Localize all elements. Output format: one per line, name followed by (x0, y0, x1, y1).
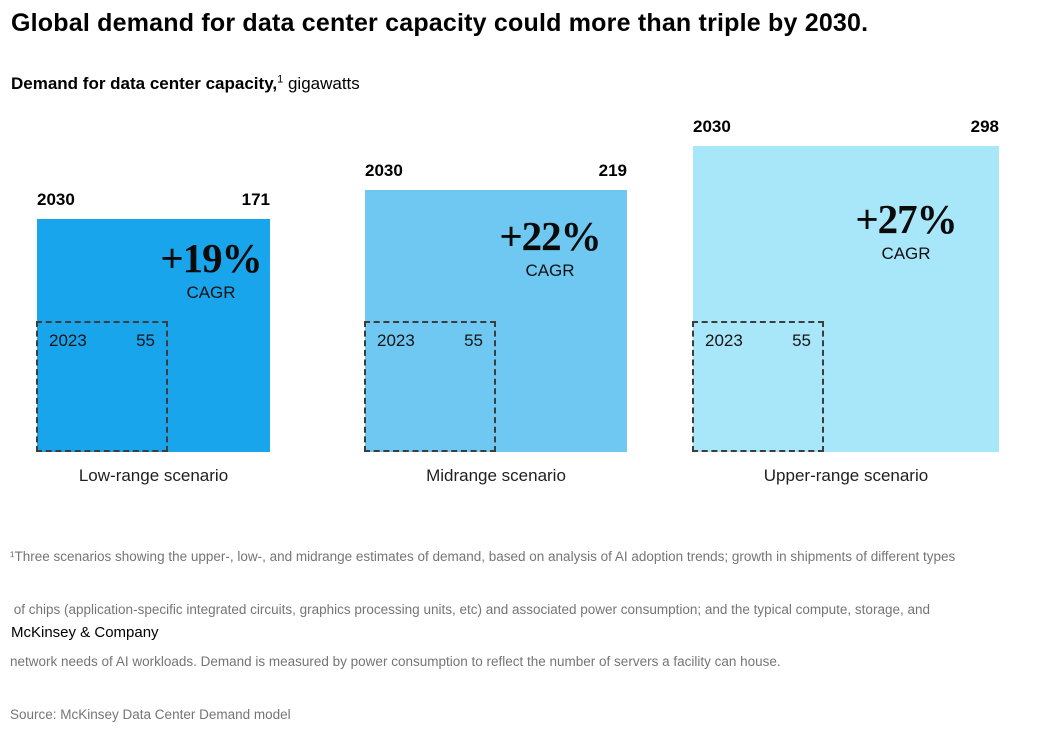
panel1-cagr-label: CAGR (186, 283, 236, 302)
panel3-cagr: +27% CAGR (855, 196, 957, 264)
panel3-2023-square: 2023 55 (692, 321, 824, 452)
panel1-scenario-label: Low-range scenario (78, 466, 229, 485)
footnote-line: network needs of AI workloads. Demand is… (10, 654, 781, 669)
footnote-marker: 1 (277, 73, 284, 86)
panel3-inner-labels: 2023 55 (694, 323, 822, 351)
mckinsey-logo-text: McKinsey & Company (11, 624, 159, 641)
panel1-top-labels: 2030 171 (37, 190, 270, 210)
panel3-year-2030: 2030 (693, 117, 731, 136)
panel3-scenario-label: Upper-range scenario (763, 466, 929, 485)
panel3-year-2023: 2023 (705, 331, 743, 350)
panel2-top-labels: 2030 219 (365, 161, 627, 181)
panel2-year-2030: 2030 (365, 161, 403, 180)
footnote-line: ¹Three scenarios showing the upper-, low… (10, 549, 956, 564)
panel2-value-2023: 55 (464, 331, 483, 350)
footnote-line: of chips (application-specific integrate… (10, 601, 930, 617)
panel3-top-labels: 2030 298 (693, 117, 999, 137)
panel1-value-2023: 55 (136, 331, 155, 350)
panel1-2030-square (37, 219, 270, 452)
panel1-cagr-rate: +19% (160, 235, 262, 281)
panel3-cagr-label: CAGR (881, 244, 931, 263)
chart-subtitle-unit: gigawatts (283, 74, 360, 93)
chart-subtitle-bold: Demand for data center capacity, (11, 74, 278, 93)
source-line: Source: McKinsey Data Center Demand mode… (10, 706, 291, 722)
panel2-year-2023: 2023 (377, 331, 415, 350)
panel2-value-2030: 219 (598, 161, 627, 180)
panel2-cagr-rate: +22% (499, 213, 601, 259)
panel3-2030-square (693, 146, 999, 452)
panel2-2023-square: 2023 55 (364, 321, 496, 452)
panel1-value-2030: 171 (241, 190, 270, 209)
panel1-year-2023: 2023 (49, 331, 87, 350)
panel3-value-2023: 55 (792, 331, 811, 350)
panel2-cagr: +22% CAGR (499, 213, 601, 281)
page-title: Global demand for data center capacity c… (11, 9, 869, 37)
panel3-cagr-rate: +27% (855, 196, 957, 242)
panel1-cagr: +19% CAGR (160, 235, 262, 303)
panel1-inner-labels: 2023 55 (38, 323, 166, 351)
panel2-cagr-label: CAGR (525, 261, 575, 280)
chart-subtitle: Demand for data center capacity,1 gigawa… (11, 74, 360, 94)
panel2-inner-labels: 2023 55 (366, 323, 494, 351)
panel3-value-2030: 298 (970, 117, 999, 136)
panel1-2023-square: 2023 55 (36, 321, 168, 452)
panel1-year-2030: 2030 (37, 190, 75, 209)
panel2-scenario-label: Midrange scenario (426, 466, 566, 485)
